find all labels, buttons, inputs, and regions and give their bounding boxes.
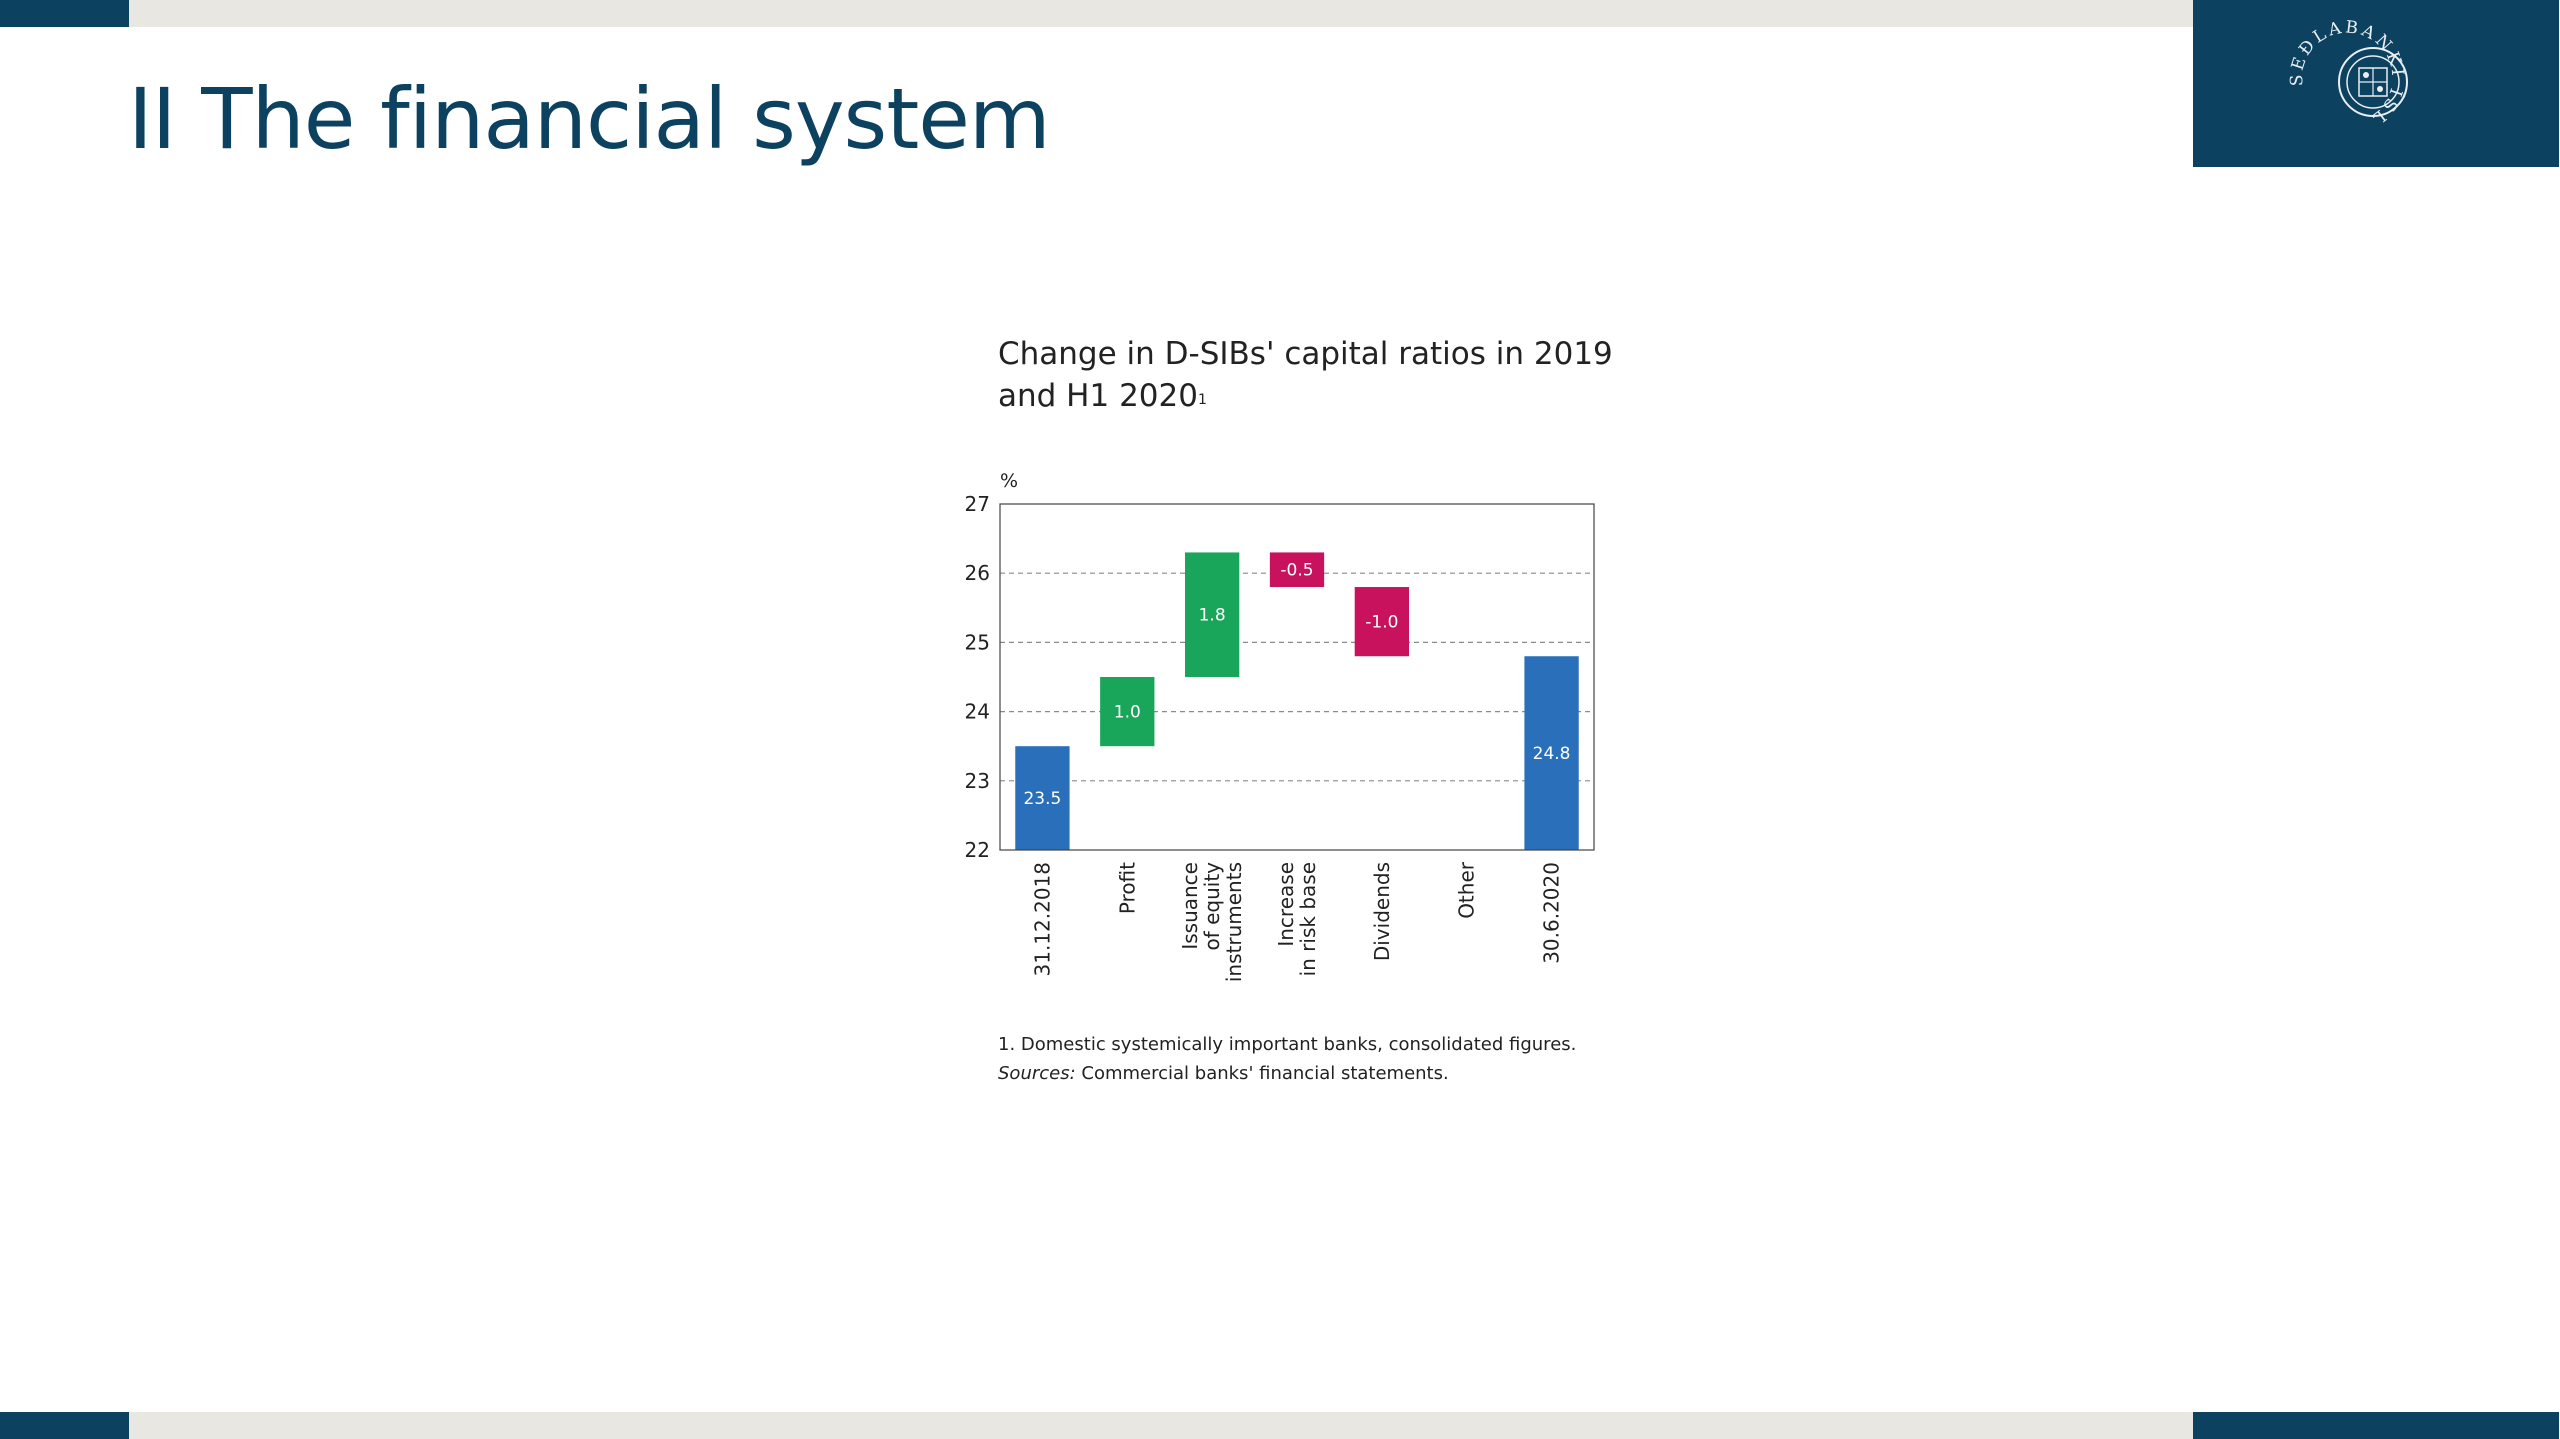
bar-value-label: 24.8 [1533, 744, 1571, 764]
slide-title: II The financial system [128, 70, 1051, 168]
category-label: 31.12.2018 [1030, 862, 1054, 977]
bar-4 [1354, 587, 1410, 657]
chart-title-line1: Change in D-SIBs' capital ratios in 2019 [998, 336, 1613, 372]
y-axis-unit-label: % [1000, 470, 1018, 492]
sources-label: Sources: [998, 1063, 1076, 1084]
y-tick-label: 25 [965, 630, 990, 654]
bar-2 [1184, 552, 1240, 677]
y-tick-label: 27 [965, 492, 990, 516]
seal-logo-icon: SEÐLABANKI ÍSLANDS [2184, 0, 2408, 130]
category-label: Increase [1274, 862, 1298, 947]
bar-value-label: -1.0 [1365, 613, 1398, 633]
bar-0 [1015, 746, 1070, 850]
bar-value-label: 1.8 [1199, 606, 1226, 626]
category-label: Other [1455, 861, 1479, 919]
bar-3 [1269, 552, 1325, 588]
bar-value-label: 23.5 [1023, 789, 1061, 809]
category-label: instruments [1222, 862, 1246, 982]
category-label: in risk base [1296, 862, 1320, 976]
category-label: Issuance [1178, 862, 1202, 950]
bottom-band [129, 1412, 2193, 1439]
top-band [129, 0, 2193, 27]
svg-text:SEÐLABANKI ÍSLANDS: SEÐLABANKI ÍSLANDS [2193, 0, 2407, 130]
footnote-1: 1. Domestic systemically important banks… [998, 1034, 1577, 1055]
footnotes: 1. Domestic systemically important banks… [998, 1030, 1576, 1088]
bar-value-label: -0.5 [1280, 561, 1313, 581]
logo-box: SEÐLABANKI ÍSLANDS [2184, 0, 2559, 167]
y-tick-label: 23 [965, 769, 990, 793]
category-label: Profit [1115, 862, 1139, 914]
bar-6 [1524, 656, 1579, 850]
chart-title: Change in D-SIBs' capital ratios in 2019… [998, 333, 1613, 417]
chart-title-footnote-mark: 1 [1197, 392, 1207, 408]
bottom-band-right [2193, 1412, 2559, 1439]
sources-text: Commercial banks' financial statements. [1075, 1063, 1449, 1084]
chart-title-line2: and H1 2020 [998, 378, 1198, 414]
top-band-left [0, 0, 129, 27]
category-label: 30.6.2020 [1540, 862, 1564, 964]
waterfall-chart: % 23.5 1.0 1.8 -0.5 -1.0 24.8 22 23 24 25 26 27 31… [965, 470, 1595, 982]
bar-value-label: 1.0 [1114, 703, 1141, 723]
plot-frame [999, 503, 1595, 851]
category-label: of equity [1200, 862, 1224, 951]
y-tick-label: 22 [965, 838, 990, 862]
category-label: Dividends [1370, 862, 1394, 961]
logo-text: SEÐLABANKI ÍSLANDS [2184, 0, 2404, 130]
y-tick-label: 24 [965, 700, 990, 724]
y-tick-label: 26 [965, 561, 990, 585]
bar-1 [1100, 677, 1155, 747]
bottom-band-left [0, 1412, 129, 1439]
